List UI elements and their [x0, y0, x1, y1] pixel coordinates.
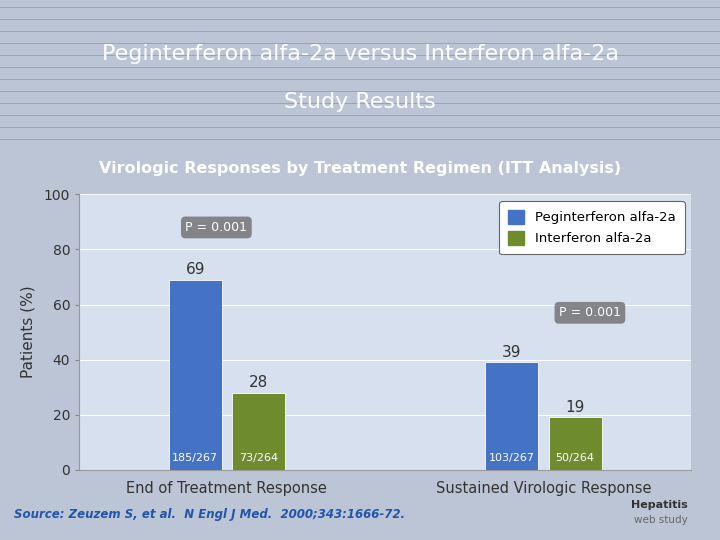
Text: 19: 19: [565, 400, 585, 415]
Bar: [549, 417, 601, 470]
Y-axis label: Patients (%): Patients (%): [20, 286, 35, 379]
Text: 28: 28: [249, 375, 269, 390]
Text: 69: 69: [186, 262, 205, 277]
Text: P = 0.001: P = 0.001: [559, 306, 621, 319]
Text: P = 0.001: P = 0.001: [185, 221, 248, 234]
Text: 73/264: 73/264: [239, 453, 278, 463]
Text: Hepatitis: Hepatitis: [631, 500, 688, 510]
Text: 103/267: 103/267: [489, 453, 535, 463]
Text: Peginterferon alfa-2a versus Interferon alfa-2a: Peginterferon alfa-2a versus Interferon …: [102, 44, 618, 64]
Bar: [169, 280, 222, 470]
Text: Source: Zeuzem S, et al.  N Engl J Med.  2000;343:1666-72.: Source: Zeuzem S, et al. N Engl J Med. 2…: [14, 508, 405, 521]
Text: 185/267: 185/267: [172, 453, 218, 463]
Text: 39: 39: [502, 345, 521, 360]
Bar: [232, 393, 285, 470]
Text: Virologic Responses by Treatment Regimen (ITT Analysis): Virologic Responses by Treatment Regimen…: [99, 161, 621, 176]
Legend: Peginterferon alfa-2a, Interferon alfa-2a: Peginterferon alfa-2a, Interferon alfa-2…: [499, 201, 685, 254]
Text: Study Results: Study Results: [284, 92, 436, 112]
Text: 50/264: 50/264: [556, 453, 595, 463]
Bar: [485, 362, 538, 470]
Text: web study: web study: [634, 515, 688, 525]
